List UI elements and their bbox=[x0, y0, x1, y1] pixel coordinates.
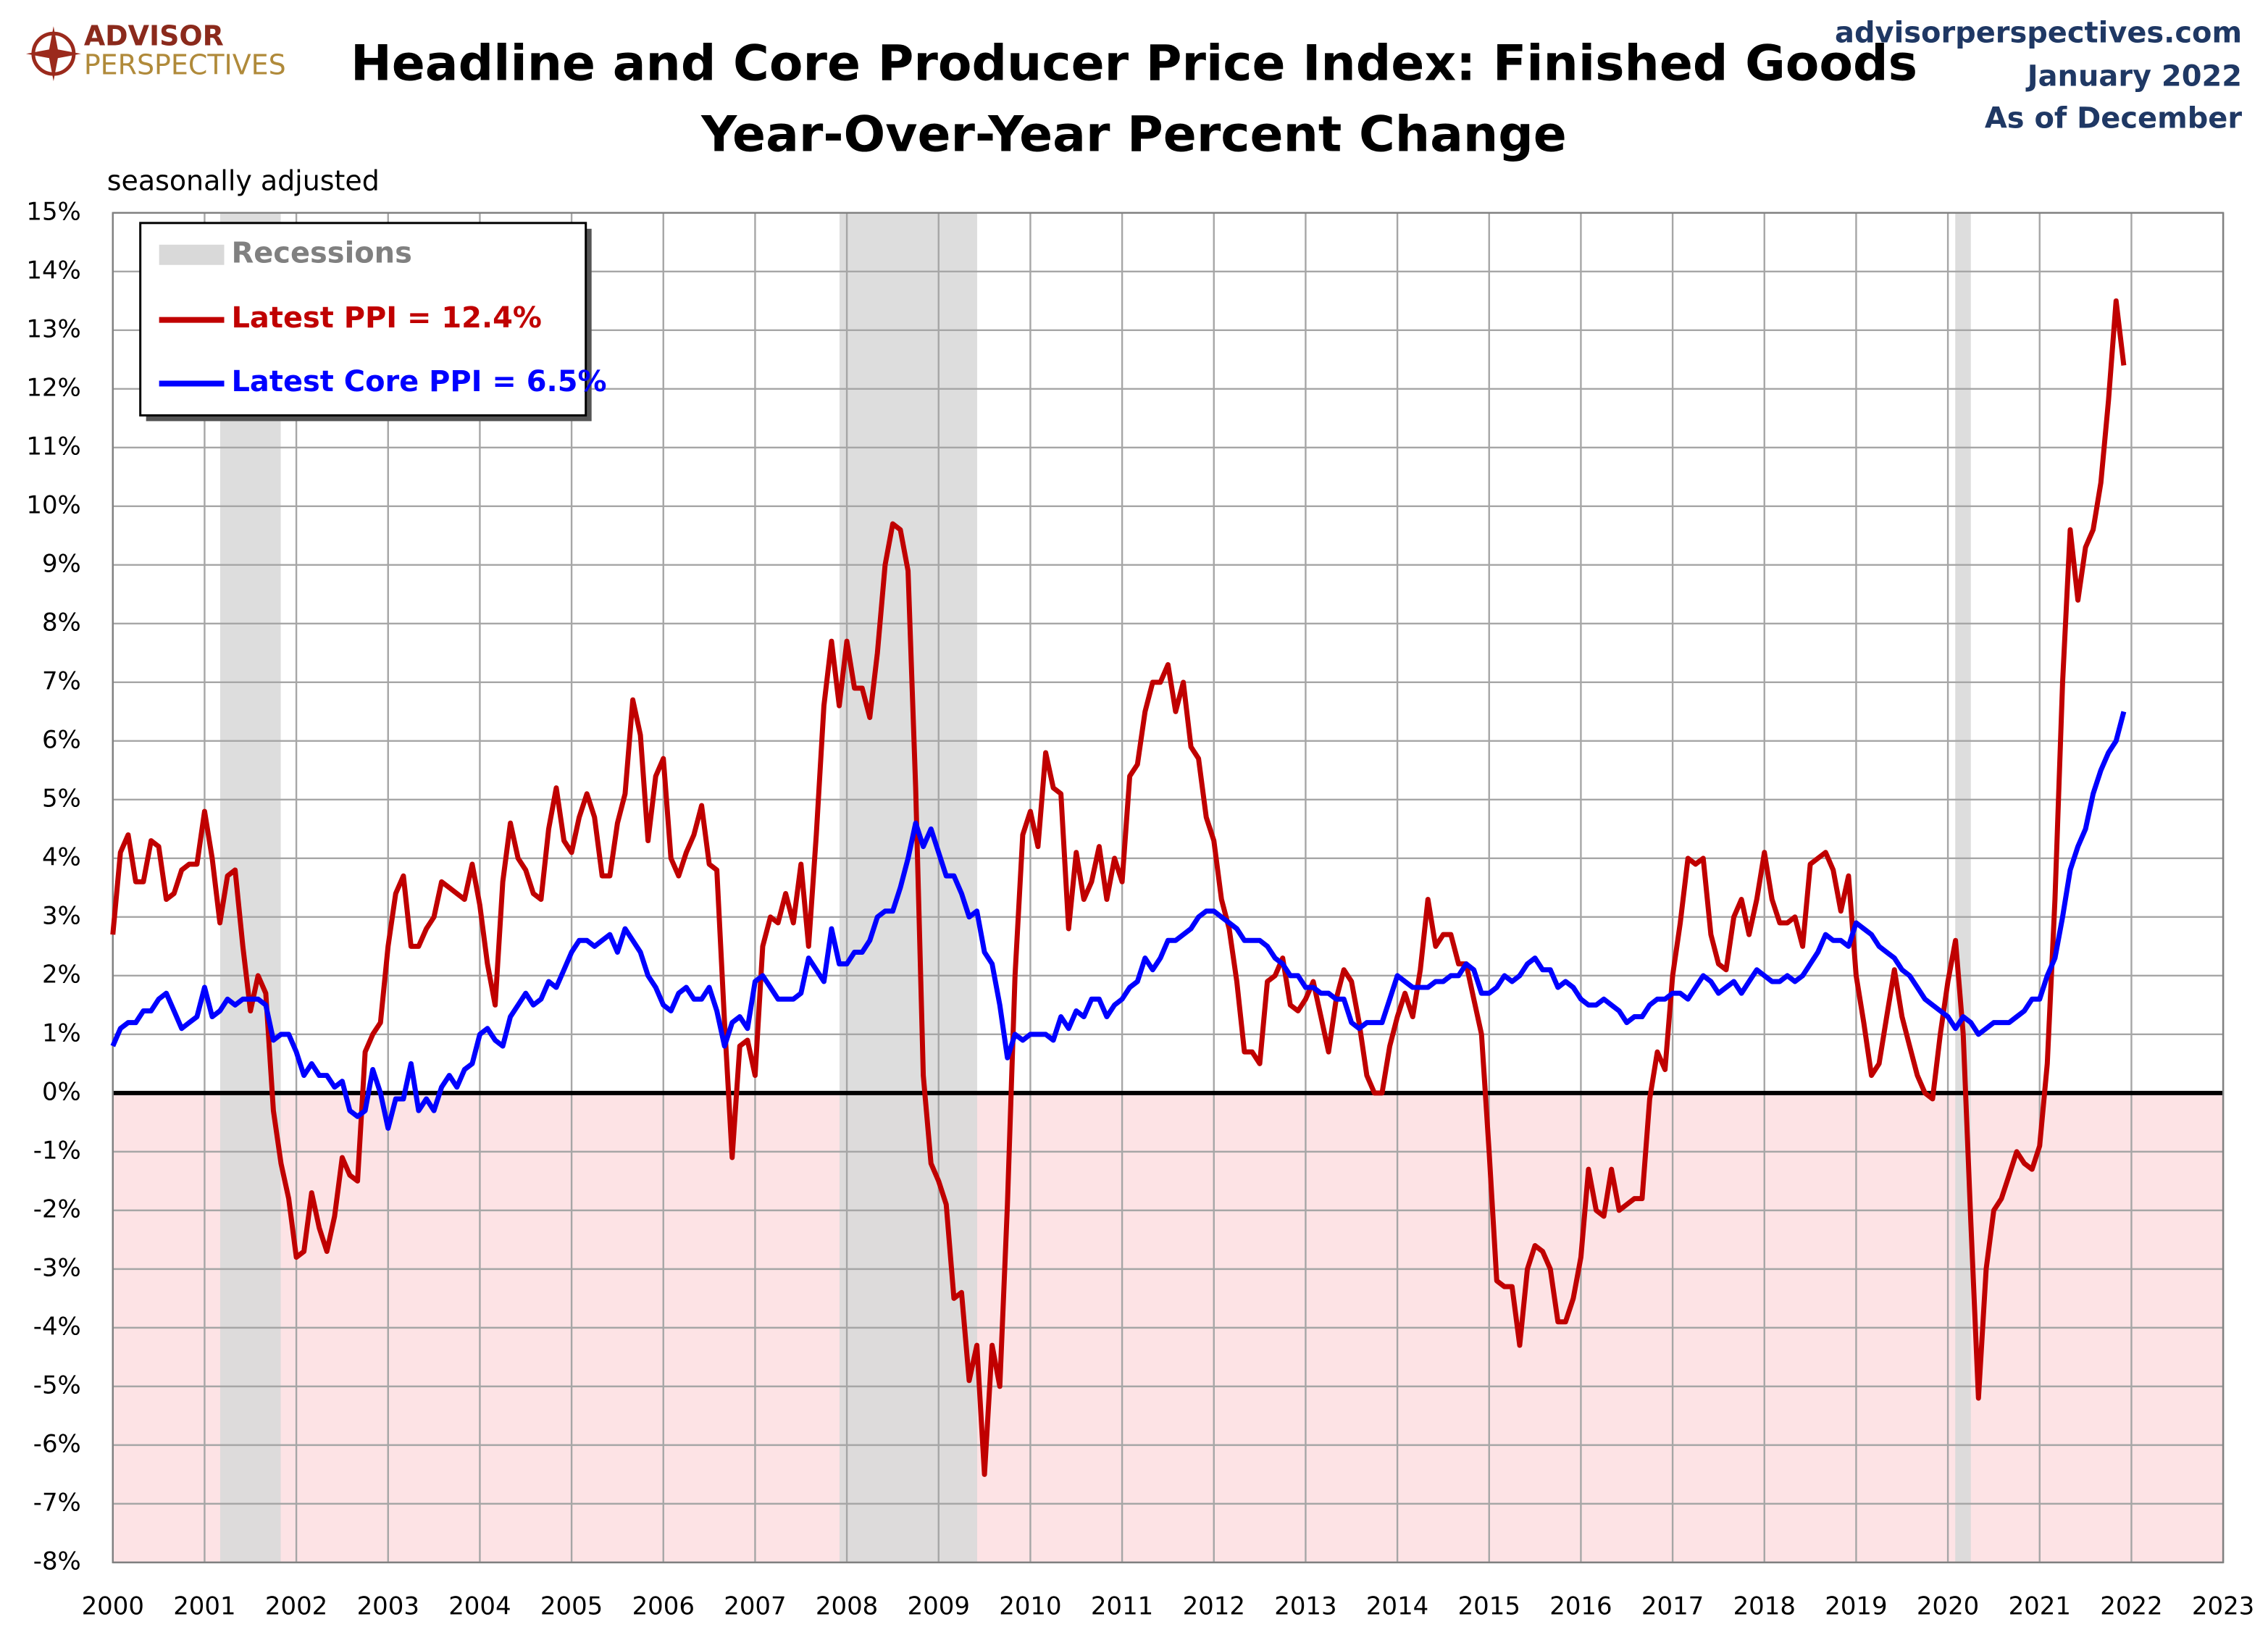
plot-border bbox=[112, 212, 2225, 1564]
y-tick-label: -1% bbox=[33, 1136, 81, 1165]
y-tick-label: -4% bbox=[33, 1312, 81, 1341]
x-tick-label: 2014 bbox=[1366, 1591, 1428, 1620]
source-text: advisorperspectives.com bbox=[1835, 17, 2242, 50]
chart-title: Year-Over-Year Percent Change bbox=[700, 106, 1567, 164]
source-text: January 2022 bbox=[2025, 60, 2242, 93]
y-tick-label: -2% bbox=[33, 1195, 81, 1224]
y-tick-label: 10% bbox=[26, 490, 80, 519]
x-tick-label: 2008 bbox=[816, 1591, 878, 1620]
y-tick-label: 7% bbox=[42, 666, 81, 695]
x-tick-label: 2012 bbox=[1183, 1591, 1245, 1620]
y-tick-label: 14% bbox=[26, 256, 80, 285]
x-tick-label: 2002 bbox=[265, 1591, 327, 1620]
x-tick-label: 2009 bbox=[908, 1591, 970, 1620]
x-tick-label: 2013 bbox=[1274, 1591, 1336, 1620]
x-tick-label: 2017 bbox=[1641, 1591, 1704, 1620]
x-tick-label: 2003 bbox=[357, 1591, 419, 1620]
chart-title: Headline and Core Producer Price Index: … bbox=[351, 35, 1917, 93]
x-tick-label: 2004 bbox=[448, 1591, 511, 1620]
legend-label: Latest PPI = 12.4% bbox=[231, 301, 541, 335]
y-tick-label: 8% bbox=[42, 608, 81, 637]
x-tick-label: 2006 bbox=[632, 1591, 695, 1620]
logo-line1: ADVISOR bbox=[84, 20, 224, 52]
y-tick-label: 4% bbox=[42, 842, 81, 871]
x-tick-label: 2022 bbox=[2100, 1591, 2162, 1620]
y-tick-label: 3% bbox=[42, 901, 81, 930]
series-line bbox=[110, 298, 2127, 1477]
y-tick-label: 6% bbox=[42, 725, 81, 754]
y-tick-label: 12% bbox=[26, 373, 80, 402]
logo: ADVISOR PERSPECTIVES bbox=[25, 20, 286, 82]
recession-band bbox=[219, 212, 281, 1563]
recession-band bbox=[1955, 212, 1971, 1563]
y-tick-label: 0% bbox=[42, 1077, 81, 1106]
x-tick-label: 2001 bbox=[173, 1591, 235, 1620]
y-tick-label: -7% bbox=[33, 1488, 81, 1517]
logo-line2: PERSPECTIVES bbox=[84, 49, 286, 81]
y-tick-label: 1% bbox=[42, 1019, 81, 1047]
y-tick-label: 2% bbox=[42, 960, 81, 989]
y-tick-label: 15% bbox=[26, 197, 80, 226]
y-tick-label: -8% bbox=[33, 1547, 81, 1576]
recession-band bbox=[839, 212, 977, 1563]
legend: Recessions Latest PPI = 12.4% Latest Core … bbox=[139, 222, 607, 422]
subtitle: seasonally adjusted bbox=[107, 164, 380, 196]
legend-label: Latest Core PPI = 6.5% bbox=[231, 365, 606, 398]
y-tick-label: -5% bbox=[33, 1371, 81, 1400]
x-tick-label: 2018 bbox=[1733, 1591, 1796, 1620]
x-tick-label: 2005 bbox=[540, 1591, 603, 1620]
x-tick-label: 2007 bbox=[724, 1591, 786, 1620]
y-tick-label: -6% bbox=[33, 1429, 81, 1458]
x-tick-label: 2021 bbox=[2009, 1591, 2071, 1620]
legend-label: Recessions bbox=[231, 236, 411, 269]
series-line bbox=[110, 711, 2127, 1131]
x-tick-label: 2011 bbox=[1091, 1591, 1153, 1620]
plot-area: -8% -7% -6% -5% -4% -3% -2% -1% 0% 1% 2% 3% 4% 5% 6% 7%… bbox=[26, 197, 2254, 1620]
x-tick-label: 2020 bbox=[1917, 1591, 1979, 1620]
source-text: As of December bbox=[1985, 102, 2242, 135]
logo-compass bbox=[25, 26, 81, 82]
x-tick-label: 2015 bbox=[1458, 1591, 1520, 1620]
y-tick-label: -3% bbox=[33, 1253, 81, 1282]
x-tick-label: 2016 bbox=[1549, 1591, 1612, 1620]
y-tick-label: 9% bbox=[42, 549, 81, 578]
x-tick-label: 2023 bbox=[2192, 1591, 2254, 1620]
y-tick-label: 11% bbox=[26, 432, 80, 461]
x-tick-label: 2000 bbox=[82, 1591, 144, 1620]
x-tick-label: 2010 bbox=[999, 1591, 1061, 1620]
y-tick-label: 5% bbox=[42, 784, 81, 813]
x-tick-label: 2019 bbox=[1825, 1591, 1887, 1620]
y-tick-label: 13% bbox=[26, 314, 80, 343]
legend-swatch bbox=[159, 244, 225, 265]
